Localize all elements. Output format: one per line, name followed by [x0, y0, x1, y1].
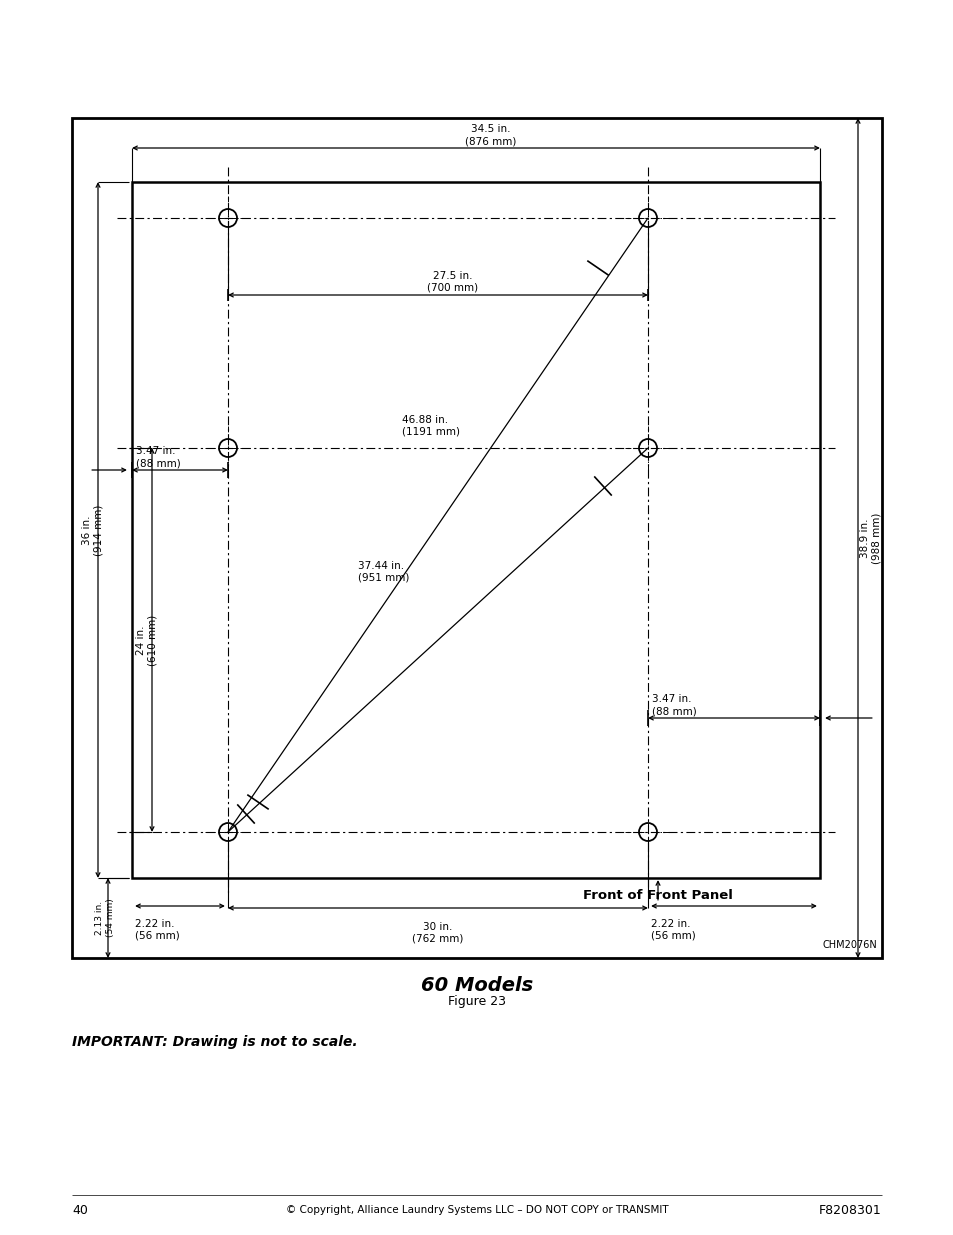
Text: 2.22 in.
(56 mm): 2.22 in. (56 mm)	[135, 919, 179, 941]
Text: 30 in.
(762 mm): 30 in. (762 mm)	[412, 923, 463, 944]
Text: © Copyright, Alliance Laundry Systems LLC – DO NOT COPY or TRANSMIT: © Copyright, Alliance Laundry Systems LL…	[285, 1205, 668, 1215]
Bar	[132, 182, 820, 878]
Text: 60 Models: 60 Models	[420, 976, 533, 995]
Text: 38.9 in.
(988 mm): 38.9 in. (988 mm)	[860, 513, 881, 563]
Text: IMPORTANT: Drawing is not to scale.: IMPORTANT: Drawing is not to scale.	[71, 1035, 357, 1049]
Text: 36 in.
(914 mm): 36 in. (914 mm)	[82, 504, 104, 556]
Text: F8208301: F8208301	[819, 1203, 882, 1216]
Text: CHM2076N: CHM2076N	[821, 940, 876, 950]
Text: 34.5 in.
(876 mm): 34.5 in. (876 mm)	[465, 125, 517, 146]
Text: 3.47 in.
(88 mm): 3.47 in. (88 mm)	[136, 446, 180, 468]
Text: 27.5 in.
(700 mm): 27.5 in. (700 mm)	[427, 272, 478, 293]
Text: 2.13 in.
(54 mm): 2.13 in. (54 mm)	[95, 899, 114, 937]
Text: Figure 23: Figure 23	[448, 995, 505, 1009]
Text: 3.47 in.
(88 mm): 3.47 in. (88 mm)	[651, 694, 696, 716]
Text: 40: 40	[71, 1203, 88, 1216]
Text: 2.22 in.
(56 mm): 2.22 in. (56 mm)	[650, 919, 695, 941]
Text: 24 in.
(610 mm): 24 in. (610 mm)	[136, 614, 157, 666]
Bar	[71, 119, 882, 958]
Text: 46.88 in.
(1191 mm): 46.88 in. (1191 mm)	[401, 415, 459, 437]
Text: Front of Front Panel: Front of Front Panel	[582, 889, 732, 902]
Text: 37.44 in.
(951 mm): 37.44 in. (951 mm)	[357, 561, 409, 583]
